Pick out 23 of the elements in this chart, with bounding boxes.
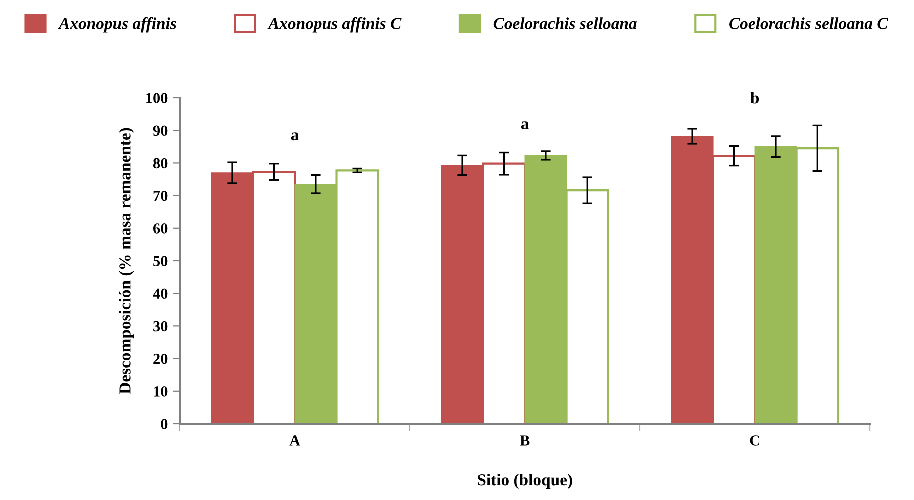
y-tick-label: 90 (153, 126, 168, 136)
legend-label: Coelorachis selloana (494, 18, 637, 30)
annotation: a (521, 122, 530, 130)
x-tick-label: C (750, 436, 760, 446)
legend-label: Coelorachis selloana C (730, 18, 888, 30)
y-tick-label: 30 (154, 321, 168, 332)
y-tick-label: 40 (153, 288, 168, 300)
y-tick-label: 60 (153, 224, 168, 234)
y-tick-label: 10 (154, 386, 168, 397)
legend-label: Axonopus affinis C (268, 17, 402, 33)
x-axis-title: Sitio (bloque) (478, 474, 572, 490)
x-tick-label: A (290, 436, 300, 446)
y-axis-title: Descomposición (% masa remanente) (119, 128, 134, 394)
annotation: b (750, 92, 760, 104)
y-tick-label: 70 (154, 190, 168, 202)
y-tick-label: 0 (161, 419, 168, 430)
x-tick-label: B (520, 436, 530, 446)
y-tick-label: 80 (153, 158, 168, 169)
y-tick-label: 100 (146, 93, 168, 104)
legend-label: Axonopus affinis (58, 17, 176, 33)
annotation: a (291, 132, 299, 141)
y-tick-label: 20 (154, 354, 168, 364)
y-tick-label: 50 (154, 256, 168, 266)
